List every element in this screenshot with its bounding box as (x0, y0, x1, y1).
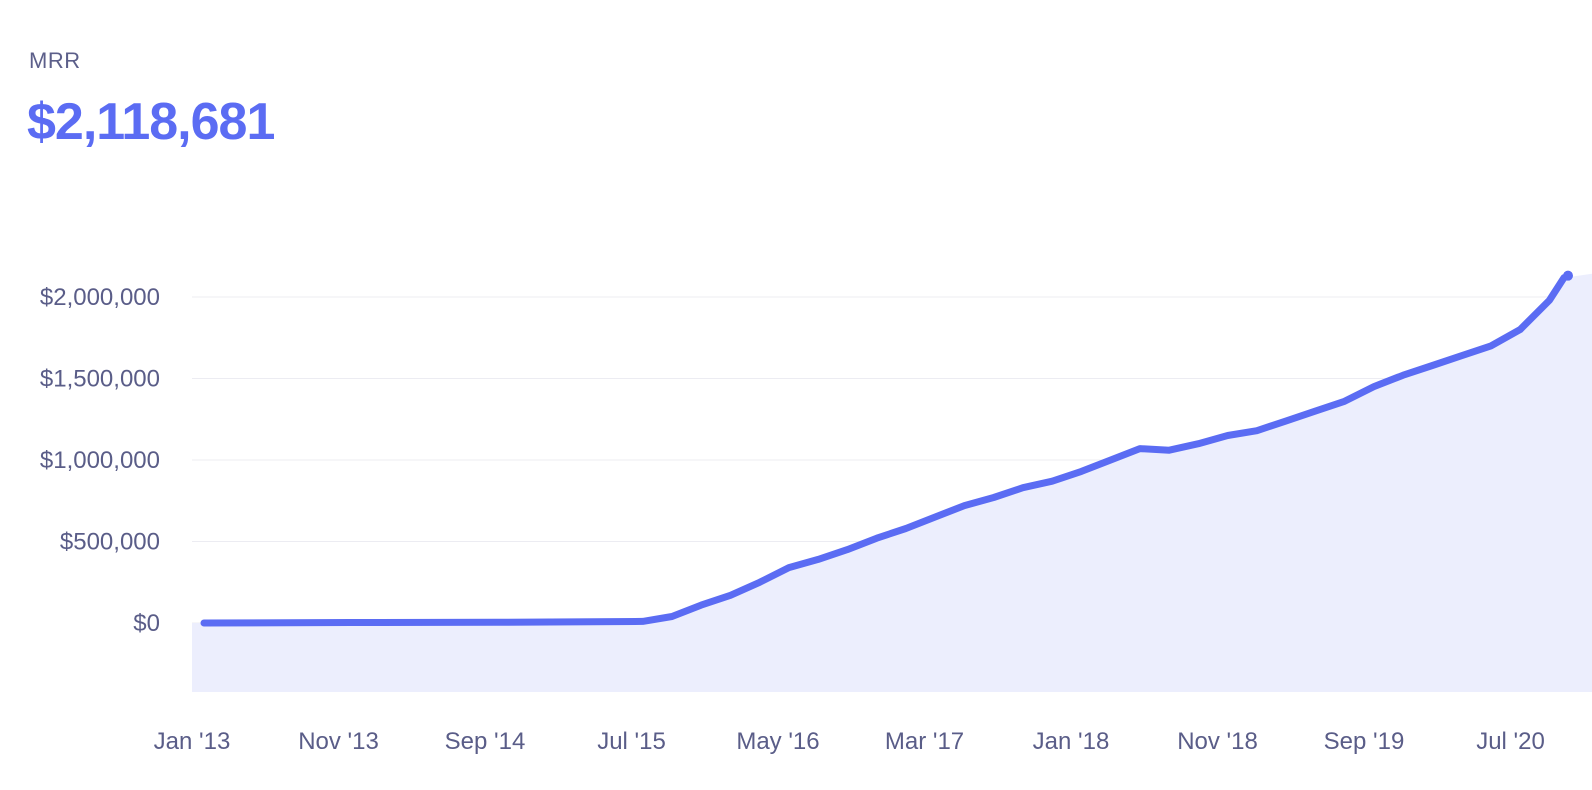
metric-label: MRR (29, 48, 81, 73)
x-tick-label: May '16 (736, 728, 819, 755)
x-tick-label: Jul '20 (1476, 728, 1545, 755)
x-tick-label: Jan '18 (1033, 728, 1110, 755)
metric-value: $2,118,681 (27, 93, 275, 151)
x-tick-label: Mar '17 (885, 728, 964, 755)
y-tick-label: $1,000,000 (40, 447, 160, 474)
y-tick-label: $500,000 (60, 529, 160, 556)
x-tick-label: Sep '19 (1324, 728, 1405, 755)
x-tick-label: Jul '15 (597, 728, 666, 755)
chart-series-line (200, 274, 1568, 627)
x-tick-label: Jan '13 (154, 728, 231, 755)
x-axis-labels: Jan '13 Nov '13 Sep '14 Jul '15 May '16 Mar '… (154, 728, 1545, 755)
y-axis-labels: $0 $500,000 $1,000,000 $1,500,000 $2,000,000 (40, 284, 160, 637)
series-end-point (1563, 270, 1573, 281)
y-tick-label: $1,500,000 (40, 366, 160, 393)
y-tick-label: $0 (133, 610, 160, 637)
x-tick-label: Sep '14 (445, 728, 526, 755)
chart-area-fill (192, 273, 1592, 692)
x-tick-label: Nov '18 (1177, 728, 1258, 755)
x-tick-label: Nov '13 (298, 728, 379, 755)
y-tick-label: $2,000,000 (40, 284, 160, 311)
